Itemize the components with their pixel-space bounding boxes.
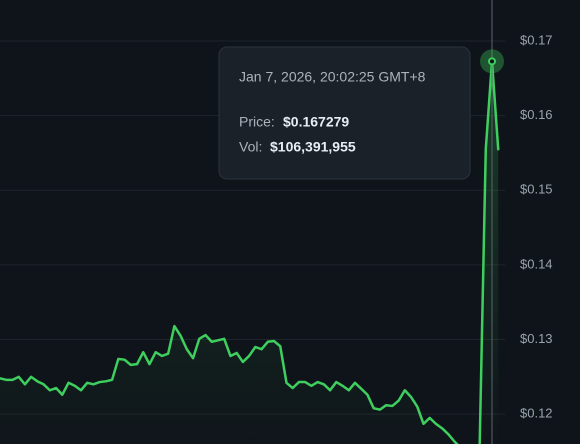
hover-point	[488, 57, 496, 66]
tooltip-box	[218, 46, 471, 180]
y-tick-label: $0.17	[520, 32, 553, 47]
y-axis: $0.12 $0.13 $0.14 $0.15 $0.16 $0.17	[520, 32, 553, 420]
tooltip-date: Jan 7, 2026, 20:02:25 GMT+8	[239, 69, 426, 85]
tooltip: Jan 7, 2026, 20:02:25 GMT+8 Price: $0.16…	[218, 46, 471, 180]
y-tick-label: $0.12	[520, 406, 553, 421]
tooltip-price-label: Price:	[239, 114, 275, 130]
y-tick-label: $0.15	[520, 182, 553, 197]
tooltip-volume: $106,391,955	[270, 139, 356, 155]
tooltip-vol-label: Vol:	[239, 139, 262, 155]
y-tick-label: $0.13	[520, 331, 553, 346]
price-area	[0, 61, 499, 444]
plot-area	[0, 60, 500, 444]
y-tick-label: $0.14	[520, 256, 553, 271]
price-line	[0, 60, 500, 444]
y-tick-label: $0.16	[520, 107, 553, 122]
tooltip-price: $0.167279	[283, 114, 349, 130]
